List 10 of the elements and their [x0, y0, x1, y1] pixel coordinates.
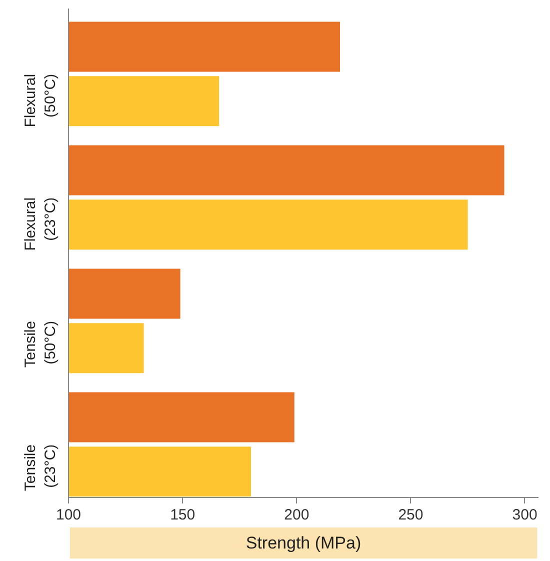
y-tick-label: Tensile (23°C)	[22, 444, 60, 492]
y-tick-label: Flexural (50°C)	[22, 74, 60, 128]
x-tick-label: 150	[170, 506, 196, 524]
x-tick-label: 100	[56, 506, 82, 524]
x-tick-label: 250	[398, 506, 424, 524]
y-tick-label: Tensile (50°C)	[22, 320, 60, 368]
y-tick-label: Flexural (23°C)	[22, 197, 60, 251]
x-tick-label: 300	[512, 506, 538, 524]
x-axis-title: Strength (MPa)	[246, 534, 362, 552]
x-tick-label: 200	[284, 506, 310, 524]
